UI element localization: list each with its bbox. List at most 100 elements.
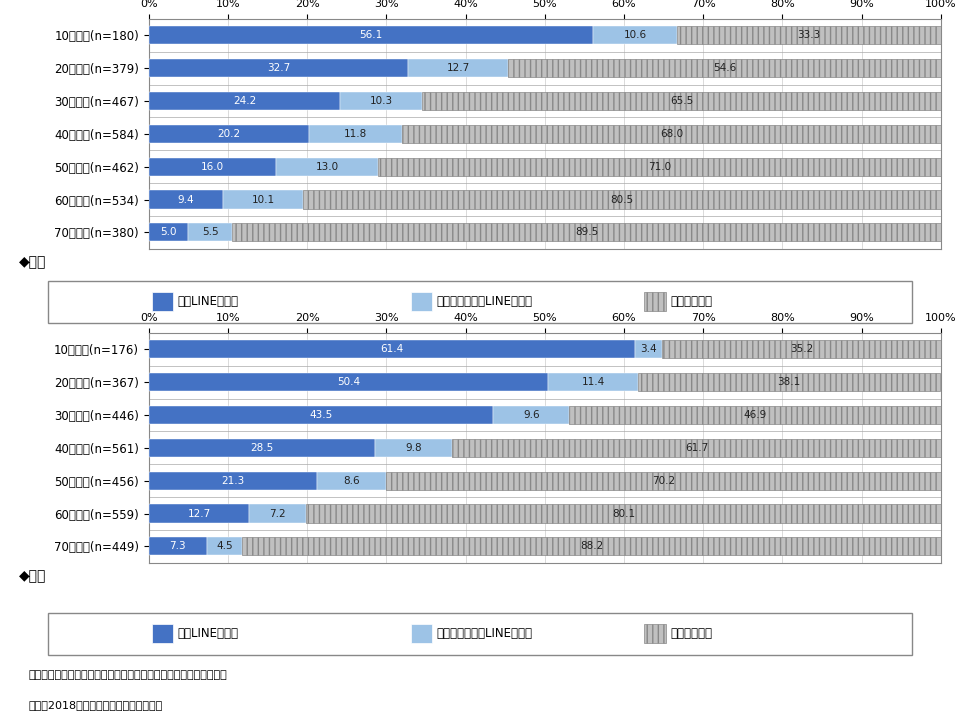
Text: 10.1: 10.1 [252, 194, 275, 204]
Text: 11.4: 11.4 [582, 377, 605, 387]
Text: 33.3: 33.3 [798, 30, 821, 40]
Text: 12.7: 12.7 [446, 63, 469, 73]
Text: 61.7: 61.7 [684, 443, 708, 453]
Bar [149, 125, 309, 143]
Bar [341, 92, 422, 110]
Bar [374, 438, 452, 456]
Text: 3.4: 3.4 [640, 344, 657, 354]
Bar [206, 537, 242, 555]
Text: 注：「使っていない」はスマホ・ケータイ未所有者も含めて集計。: 注：「使っていない」はスマホ・ケータイ未所有者も含めて集計。 [29, 670, 228, 680]
Text: 12.7: 12.7 [187, 508, 210, 518]
Bar [411, 292, 433, 311]
Text: 8.6: 8.6 [344, 476, 360, 486]
Bar [569, 406, 941, 424]
Bar [644, 292, 666, 311]
Text: 7.3: 7.3 [169, 541, 186, 552]
Bar [149, 92, 341, 110]
Text: 11.8: 11.8 [344, 129, 367, 139]
Text: 9.8: 9.8 [405, 443, 421, 453]
Text: 毎日LINEを利用: 毎日LINEを利用 [178, 627, 239, 640]
Text: 68.0: 68.0 [660, 129, 684, 139]
Bar [149, 537, 206, 555]
Text: 7.2: 7.2 [270, 508, 286, 518]
Text: 46.9: 46.9 [743, 410, 767, 420]
Bar [644, 624, 666, 643]
Bar [149, 373, 548, 391]
Text: 9.6: 9.6 [523, 410, 540, 420]
Text: 5.5: 5.5 [202, 228, 219, 238]
Text: 35.2: 35.2 [790, 344, 813, 354]
Bar [250, 505, 306, 523]
Bar [306, 505, 941, 523]
Text: 50.4: 50.4 [337, 377, 360, 387]
Text: 16.0: 16.0 [201, 162, 224, 171]
Bar [149, 26, 593, 44]
Text: 毎日ではないがLINEを利用: 毎日ではないがLINEを利用 [437, 295, 533, 308]
Bar [509, 59, 941, 77]
Bar [593, 26, 677, 44]
Text: ◆男性: ◆男性 [19, 255, 46, 269]
Text: 10.6: 10.6 [624, 30, 647, 40]
Bar [149, 191, 224, 209]
Text: 32.7: 32.7 [267, 63, 290, 73]
Text: 毎日LINEを利用: 毎日LINEを利用 [178, 295, 239, 308]
Text: 5.0: 5.0 [160, 228, 177, 238]
Bar [422, 92, 941, 110]
Text: 21.3: 21.3 [222, 476, 245, 486]
Bar [149, 223, 188, 241]
Text: 56.1: 56.1 [359, 30, 383, 40]
Bar [548, 373, 638, 391]
Bar [188, 223, 232, 241]
Bar [232, 223, 941, 241]
Bar [152, 292, 173, 311]
Text: 13.0: 13.0 [316, 162, 339, 171]
Text: 毎日ではないがLINEを利用: 毎日ではないがLINEを利用 [437, 627, 533, 640]
Text: 20.2: 20.2 [217, 129, 240, 139]
Text: 出所：2018年一般向けモバイル動向調査: 出所：2018年一般向けモバイル動向調査 [29, 701, 162, 711]
Text: 70.2: 70.2 [652, 476, 675, 486]
Text: 28.5: 28.5 [250, 443, 274, 453]
Text: 65.5: 65.5 [670, 96, 693, 106]
Text: 使っていない: 使っていない [670, 295, 712, 308]
Bar [152, 624, 173, 643]
Text: 80.5: 80.5 [611, 194, 634, 204]
Bar [242, 537, 941, 555]
Text: 71.0: 71.0 [648, 162, 671, 171]
Bar [411, 624, 433, 643]
Text: 80.1: 80.1 [612, 508, 636, 518]
Bar [402, 125, 941, 143]
Bar [662, 340, 941, 359]
Bar [149, 158, 276, 176]
Bar [378, 158, 941, 176]
Bar [149, 59, 408, 77]
Text: 61.4: 61.4 [380, 344, 403, 354]
Bar [303, 191, 941, 209]
Bar [149, 505, 250, 523]
Bar [638, 373, 940, 391]
Text: 24.2: 24.2 [233, 96, 256, 106]
Text: 89.5: 89.5 [575, 228, 598, 238]
Bar [677, 26, 941, 44]
Text: 88.2: 88.2 [580, 541, 603, 552]
Bar [149, 406, 493, 424]
Bar [318, 472, 386, 490]
Bar [224, 191, 303, 209]
Bar [149, 472, 318, 490]
Bar [309, 125, 402, 143]
Bar [493, 406, 569, 424]
Text: 使っていない: 使っていない [670, 627, 712, 640]
Bar [149, 438, 374, 456]
Text: ◆女性: ◆女性 [19, 569, 46, 582]
Text: 38.1: 38.1 [778, 377, 801, 387]
Bar [636, 340, 662, 359]
Text: 4.5: 4.5 [216, 541, 232, 552]
Bar [408, 59, 509, 77]
Text: 9.4: 9.4 [178, 194, 194, 204]
Text: 54.6: 54.6 [713, 63, 736, 73]
Text: 43.5: 43.5 [309, 410, 333, 420]
Bar [149, 340, 636, 359]
Text: 10.3: 10.3 [370, 96, 393, 106]
Bar [452, 438, 941, 456]
Bar [386, 472, 942, 490]
Bar [276, 158, 378, 176]
